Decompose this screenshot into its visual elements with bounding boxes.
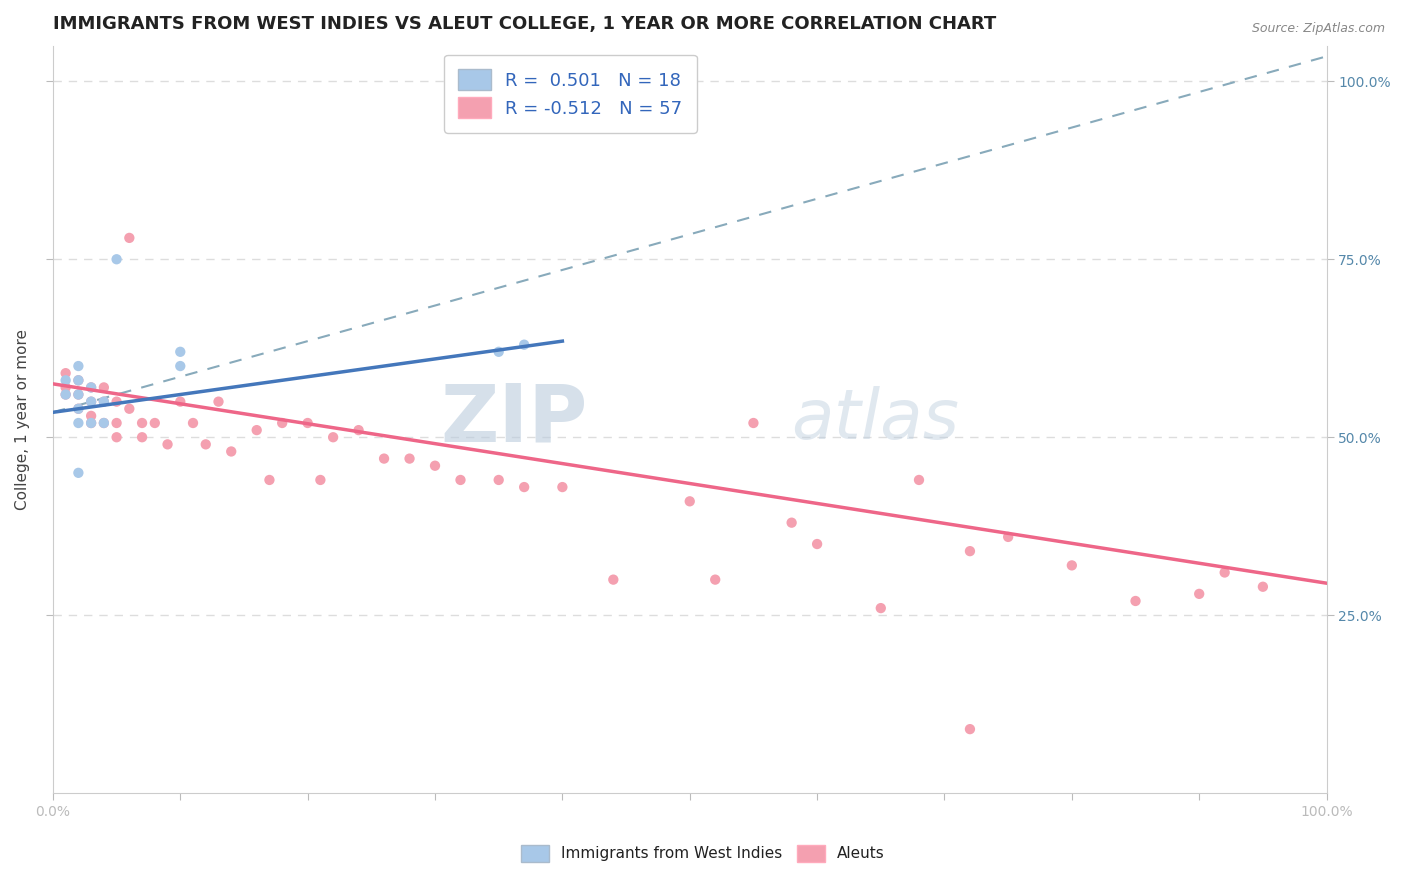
Text: IMMIGRANTS FROM WEST INDIES VS ALEUT COLLEGE, 1 YEAR OR MORE CORRELATION CHART: IMMIGRANTS FROM WEST INDIES VS ALEUT COL… <box>53 15 997 33</box>
Point <box>869 601 891 615</box>
Text: Source: ZipAtlas.com: Source: ZipAtlas.com <box>1251 22 1385 36</box>
Point <box>959 722 981 736</box>
Point <box>806 537 828 551</box>
Point <box>488 473 510 487</box>
Point <box>219 444 242 458</box>
Point <box>93 394 115 409</box>
Point <box>80 416 103 430</box>
Point <box>423 458 446 473</box>
Point <box>398 451 420 466</box>
Point <box>742 416 765 430</box>
Point <box>1213 566 1236 580</box>
Point <box>271 416 294 430</box>
Point <box>373 451 395 466</box>
Point <box>67 373 90 387</box>
Point <box>55 366 77 380</box>
Point <box>347 423 370 437</box>
Point <box>67 466 90 480</box>
Point <box>156 437 179 451</box>
Point <box>997 530 1019 544</box>
Point <box>93 416 115 430</box>
Point <box>93 416 115 430</box>
Point <box>780 516 803 530</box>
Point <box>67 387 90 401</box>
Point <box>55 387 77 401</box>
Point <box>105 394 128 409</box>
Point <box>1188 587 1211 601</box>
Point <box>169 344 191 359</box>
Point <box>80 380 103 394</box>
Point <box>118 231 141 245</box>
Point <box>93 380 115 394</box>
Point <box>908 473 931 487</box>
Point <box>181 416 204 430</box>
Point <box>67 387 90 401</box>
Point <box>679 494 702 508</box>
Point <box>80 394 103 409</box>
Point <box>118 401 141 416</box>
Point <box>131 430 153 444</box>
Point <box>80 409 103 423</box>
Point <box>80 380 103 394</box>
Point <box>551 480 574 494</box>
Point <box>309 473 332 487</box>
Point <box>55 373 77 387</box>
Point <box>67 401 90 416</box>
Point <box>67 401 90 416</box>
Point <box>67 416 90 430</box>
Point <box>143 416 166 430</box>
Point <box>80 416 103 430</box>
Point <box>513 480 536 494</box>
Text: atlas: atlas <box>792 386 960 453</box>
Point <box>80 394 103 409</box>
Point <box>513 337 536 351</box>
Point <box>1251 580 1274 594</box>
Point <box>169 394 191 409</box>
Point <box>55 387 77 401</box>
Point <box>602 573 624 587</box>
Y-axis label: College, 1 year or more: College, 1 year or more <box>15 329 30 510</box>
Point <box>105 252 128 267</box>
Point <box>67 373 90 387</box>
Legend: R =  0.501   N = 18, R = -0.512   N = 57: R = 0.501 N = 18, R = -0.512 N = 57 <box>444 54 697 133</box>
Point <box>169 359 191 373</box>
Point <box>93 394 115 409</box>
Point <box>1125 594 1147 608</box>
Point <box>67 359 90 373</box>
Point <box>105 416 128 430</box>
Point <box>131 416 153 430</box>
Point <box>322 430 344 444</box>
Point <box>259 473 281 487</box>
Point <box>959 544 981 558</box>
Point <box>488 344 510 359</box>
Point <box>704 573 727 587</box>
Point <box>246 423 269 437</box>
Point <box>207 394 229 409</box>
Point <box>194 437 217 451</box>
Legend: Immigrants from West Indies, Aleuts: Immigrants from West Indies, Aleuts <box>515 838 891 868</box>
Text: ZIP: ZIP <box>440 381 588 458</box>
Point <box>55 380 77 394</box>
Point <box>450 473 472 487</box>
Point <box>297 416 319 430</box>
Point <box>105 430 128 444</box>
Point <box>1060 558 1083 573</box>
